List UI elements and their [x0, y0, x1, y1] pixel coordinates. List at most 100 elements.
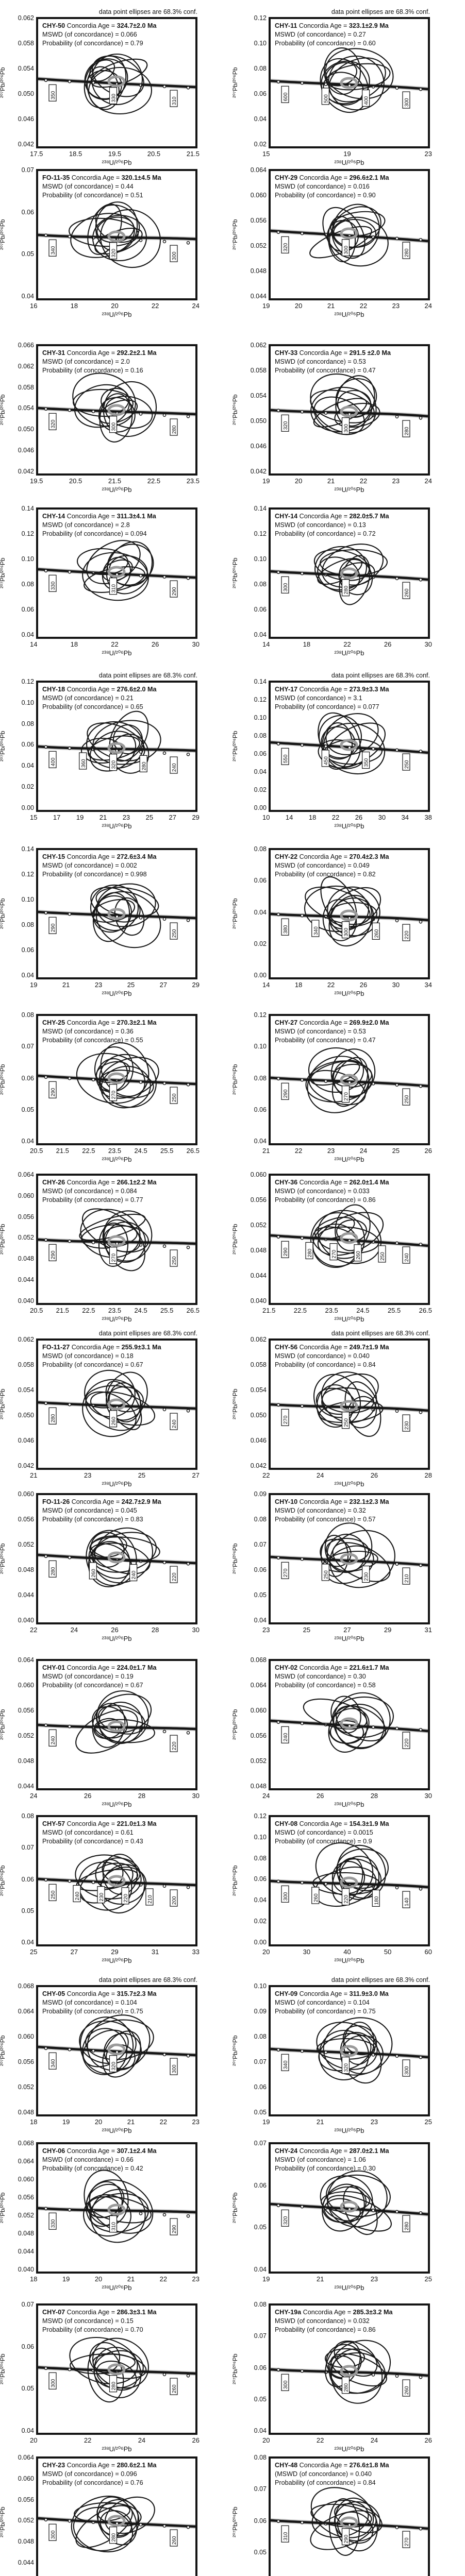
concordia-plot-svg: 300 280 260 — [38, 2336, 195, 2403]
concordia-age-tick-label: 320 — [341, 2057, 350, 2074]
concordia-age-label: Concordia Age = — [298, 22, 349, 29]
sample-id: CHY-26 — [42, 1179, 65, 1186]
concordia-curve-tick — [68, 1076, 72, 1080]
y-tick-label: 0.062 — [250, 1336, 267, 1343]
concordia-curve-tick — [300, 81, 304, 85]
concordia-age-label: Concordia Age = — [71, 174, 122, 181]
concordia-panel: data point ellipses are 68.3% conf. ²⁰⁷P… — [0, 2133, 232, 2294]
x-tick-label: 18 — [30, 2275, 38, 2283]
probability-value: 0.72 — [363, 530, 376, 537]
y-tick-label: 0.064 — [18, 2008, 34, 2015]
x-axis-ticks: 18 19 20 21 22 23 — [30, 2118, 200, 2126]
concordia-age-ellipse — [340, 1553, 358, 1565]
concordia-age-label: Concordia Age = — [299, 686, 350, 693]
concordia-age-ellipse — [340, 2365, 358, 2377]
x-tick-label: 26 — [192, 2436, 200, 2444]
concordia-age-tick-label: 550 — [281, 748, 289, 765]
y-axis-ticks: 0.062 0.058 0.054 0.050 0.046 0.042 — [6, 1336, 34, 1469]
x-tick-label: 24 — [30, 1792, 38, 1800]
probability-line: Probability (of concordance) = 0.67 — [42, 1681, 194, 1690]
concordia-age-tick-label: 300 — [341, 921, 350, 939]
probability-label: Probability (of concordance) = — [42, 192, 131, 199]
x-tick-label: 50 — [384, 1948, 392, 1956]
concordia-panel: data point ellipses are 68.3% conf. ²⁰⁷P… — [231, 2295, 465, 2455]
panel-title: CHY-17 Concordia Age = 273.9±3.3 Ma MSWD… — [275, 685, 427, 711]
x-tick-label: 24 — [359, 1147, 368, 1155]
concordia-age-tick-label: 310 — [281, 2525, 289, 2543]
concordia-age-tick-label: 270 — [402, 2531, 410, 2548]
concordia-age-value: 273.9±3.3 Ma — [349, 686, 389, 693]
y-tick-label: 0.08 — [254, 2033, 267, 2040]
concordia-curve-tick — [139, 1080, 143, 1084]
svg-text:320: 320 — [111, 760, 117, 769]
concordia-age-value: 307.1±2.4 Ma — [117, 2147, 157, 2155]
concordia-plot-svg: 340 320 300 — [38, 201, 195, 268]
concordia-curve-tick — [91, 1241, 95, 1244]
concordia-age-tick-label: 340 — [48, 239, 57, 257]
concordia-curve-tick — [44, 2046, 48, 2050]
probability-label: Probability (of concordance) = — [42, 2165, 131, 2172]
concordia-age-tick-label: 290 — [170, 2218, 178, 2235]
concordia-age-tick-label: 290 — [48, 917, 57, 934]
x-tick-label: 25 — [424, 2118, 432, 2126]
concordia-curve-tick — [300, 571, 304, 575]
svg-text:300: 300 — [172, 2064, 177, 2073]
concordia-curve-tick — [395, 1083, 399, 1087]
concordia-age-ellipse — [107, 1551, 126, 1564]
x-axis-ticks: 20 30 40 50 60 — [262, 1948, 432, 1956]
plot-area: 290 270 250 CHY-27 Concordia Age = 269.9±2… — [269, 1014, 430, 1145]
concordia-age-ellipse — [107, 1398, 126, 1411]
y-tick-label: 0.04 — [21, 631, 34, 638]
error-ellipse — [334, 402, 380, 428]
concordia-age-ellipse — [340, 405, 358, 418]
svg-text:250: 250 — [172, 1093, 177, 1102]
concordia-age-tick-label: 280 — [305, 1242, 313, 1260]
y-tick-label: 0.07 — [254, 2485, 267, 2493]
error-ellipse — [93, 895, 132, 933]
y-tick-label: 0.044 — [18, 2559, 34, 2567]
probability-line: Probability (of concordance) = 0.47 — [275, 366, 427, 375]
error-ellipse — [328, 1708, 370, 1744]
concordia-curve-tick — [276, 2048, 280, 2052]
concordia-curve-tick — [419, 1563, 423, 1567]
x-tick-label: 18 — [308, 814, 317, 821]
x-axis-ticks: 21 23 25 27 — [30, 1471, 200, 1479]
svg-text:340: 340 — [51, 2059, 56, 2067]
svg-text:310: 310 — [283, 2532, 289, 2540]
concordia-age-tick-label: 280 — [109, 2375, 118, 2393]
concordia-age-tick-label: 240 — [170, 756, 178, 774]
probability-line: Probability (of concordance) = 0.9 — [275, 1837, 427, 1846]
mswd-line: MSWD (of concordance) = 0.36 — [42, 1028, 134, 1035]
concordia-panel: data point ellipses are 68.3% conf. ²⁰⁷P… — [231, 499, 465, 659]
x-tick-label: 27 — [343, 1626, 351, 1634]
concordia-age-value: 292.2±2.1 Ma — [117, 349, 157, 357]
panel-title: CHY-36 Concordia Age = 262.0±1.4 Ma MSWD… — [275, 1178, 427, 1205]
concordia-curve-tick — [300, 231, 304, 235]
concordia-age-tick-label: 280 — [402, 420, 410, 437]
x-axis-ticks: 19 20 21 22 23 24 — [262, 477, 432, 485]
y-tick-label: 0.044 — [18, 1276, 34, 1284]
y-tick-label: 0.040 — [18, 2266, 34, 2273]
probability-value: 0.43 — [130, 1838, 143, 1845]
svg-text:200: 200 — [172, 1896, 177, 1905]
probability-label: Probability (of concordance) = — [42, 367, 131, 374]
concordia-curve-tick — [395, 748, 399, 752]
x-axis-label: ²³⁸U/²⁰⁶Pb — [102, 2284, 132, 2292]
y-tick-label: 0.10 — [254, 1833, 267, 1841]
concordia-curve-tick — [186, 2054, 190, 2058]
y-tick-label: 0.14 — [21, 845, 34, 853]
concordia-panel: data point ellipses are 68.3% conf. ²⁰⁷P… — [231, 2448, 465, 2576]
svg-text:210: 210 — [147, 1895, 153, 1904]
confidence-note: data point ellipses are 68.3% conf. — [98, 1330, 197, 1337]
probability-value: 0.42 — [130, 2165, 143, 2172]
concordia-age-value: 269.9±2.0 Ma — [349, 1019, 389, 1026]
x-tick-label: 23.5 — [186, 477, 200, 485]
concordia-age-label: Concordia Age = — [299, 513, 350, 520]
probability-label: Probability (of concordance) = — [42, 1516, 131, 1523]
concordia-age-tick-label: 280 — [109, 2527, 118, 2544]
y-tick-label: 0.06 — [254, 90, 267, 97]
concordia-curve — [38, 745, 195, 752]
probability-line: Probability (of concordance) = 0.47 — [275, 1036, 427, 1045]
concordia-plot-svg: 600 500 400 300 — [271, 47, 428, 113]
probability-value: 0.9 — [363, 1838, 372, 1845]
